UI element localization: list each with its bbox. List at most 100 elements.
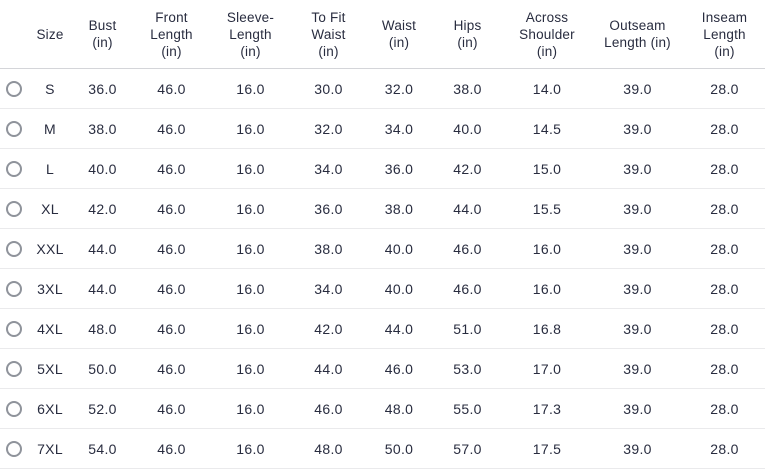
measurement-value: 40.0 — [384, 240, 414, 257]
measurement-value: 55.0 — [453, 400, 482, 417]
table-header-row: Size Bust (in) Front Length (in) Sleeve-… — [0, 0, 765, 69]
measurement-value: 14.5 — [532, 120, 562, 137]
measurement-value: 54.0 — [88, 440, 117, 457]
table-row: 3XL 44.0 46.0 16.0 34.0 40.0 46.0 16.0 39.0 28.0 — [0, 269, 765, 309]
measurement-value: 46.0 — [157, 80, 186, 97]
size-label: 5XL — [37, 360, 63, 377]
size-radio[interactable] — [6, 400, 22, 417]
measurement-value: 30.0 — [314, 80, 343, 97]
measurement-value: 46.0 — [157, 360, 186, 377]
measurement-value: 40.0 — [453, 120, 482, 137]
measurement-value: 32.0 — [314, 120, 343, 137]
measurement-value: 16.0 — [236, 120, 265, 137]
column-header-waist: Waist (in) — [381, 18, 417, 50]
measurement-value: 36.0 — [384, 160, 414, 177]
measurement-value: 42.0 — [88, 200, 117, 217]
measurement-value: 50.0 — [384, 440, 414, 457]
column-header-hips: Hips (in) — [453, 18, 482, 50]
size-label: XL — [41, 200, 59, 217]
measurement-value: 44.0 — [88, 280, 117, 297]
measurement-value: 16.8 — [532, 320, 562, 337]
table-row: L 40.0 46.0 16.0 34.0 36.0 42.0 15.0 39.0 28.0 — [0, 149, 765, 189]
measurement-value: 42.0 — [453, 160, 482, 177]
column-header-outseam-length: Outseam Length (in) — [604, 18, 671, 50]
size-radio[interactable] — [6, 200, 22, 217]
measurement-value: 38.0 — [88, 120, 117, 137]
measurement-value: 44.0 — [314, 360, 343, 377]
measurement-value: 28.0 — [710, 160, 739, 177]
measurement-value: 28.0 — [710, 240, 739, 257]
measurement-value: 39.0 — [623, 240, 652, 257]
measurement-value: 46.0 — [157, 160, 186, 177]
measurement-value: 16.0 — [236, 80, 265, 97]
measurement-value: 52.0 — [88, 400, 117, 417]
size-radio[interactable] — [6, 120, 22, 137]
measurement-value: 16.0 — [236, 280, 265, 297]
column-header-front-length: Front Length (in) — [150, 9, 193, 59]
radio-cell — [0, 360, 28, 377]
measurement-value: 16.0 — [236, 360, 265, 377]
radio-cell — [0, 240, 28, 257]
column-header-bust: Bust (in) — [88, 18, 117, 50]
measurement-value: 40.0 — [88, 160, 117, 177]
size-label: 7XL — [37, 440, 63, 457]
measurement-value: 46.0 — [453, 280, 482, 297]
measurement-value: 17.0 — [532, 360, 562, 377]
measurement-value: 15.5 — [532, 200, 562, 217]
size-radio[interactable] — [6, 160, 22, 177]
size-label: XXL — [36, 240, 64, 257]
size-radio[interactable] — [6, 240, 22, 257]
size-label: L — [45, 160, 55, 177]
size-label: S — [45, 80, 55, 97]
measurement-value: 48.0 — [314, 440, 343, 457]
measurement-value: 38.0 — [384, 200, 414, 217]
measurement-value: 46.0 — [157, 240, 186, 257]
table-row: 7XL 54.0 46.0 16.0 48.0 50.0 57.0 17.5 39.0 28.0 — [0, 429, 765, 469]
size-label: 4XL — [37, 320, 63, 337]
measurement-value: 38.0 — [314, 240, 343, 257]
measurement-value: 44.0 — [384, 320, 414, 337]
size-radio[interactable] — [6, 280, 22, 297]
measurement-value: 46.0 — [157, 280, 186, 297]
radio-cell — [0, 80, 28, 97]
column-header-size: Size — [36, 26, 64, 42]
measurement-value: 44.0 — [88, 240, 117, 257]
size-label: 3XL — [37, 280, 63, 297]
measurement-value: 48.0 — [88, 320, 117, 337]
size-label: M — [44, 120, 56, 137]
table-row: 6XL 52.0 46.0 16.0 46.0 48.0 55.0 17.3 39.0 28.0 — [0, 389, 765, 429]
measurement-value: 39.0 — [623, 80, 652, 97]
column-header-sleeve-length: Sleeve- Length (in) — [226, 9, 275, 59]
measurement-value: 17.3 — [532, 400, 562, 417]
measurement-value: 46.0 — [157, 200, 186, 217]
radio-cell — [0, 280, 28, 297]
measurement-value: 39.0 — [623, 400, 652, 417]
measurement-value: 36.0 — [88, 80, 117, 97]
measurement-value: 16.0 — [236, 320, 265, 337]
measurement-value: 39.0 — [623, 440, 652, 457]
table-row: XXL 44.0 46.0 16.0 38.0 40.0 46.0 16.0 39.0 28.0 — [0, 229, 765, 269]
measurement-value: 16.0 — [236, 440, 265, 457]
size-radio[interactable] — [6, 80, 22, 97]
table-row: XL 42.0 46.0 16.0 36.0 38.0 44.0 15.5 39.0 28.0 — [0, 189, 765, 229]
radio-cell — [0, 200, 28, 217]
measurement-value: 53.0 — [453, 360, 482, 377]
measurement-value: 28.0 — [710, 80, 739, 97]
measurement-value: 28.0 — [710, 440, 739, 457]
measurement-value: 14.0 — [532, 80, 562, 97]
measurement-value: 46.0 — [384, 360, 414, 377]
measurement-value: 46.0 — [157, 400, 186, 417]
table-row: M 38.0 46.0 16.0 32.0 34.0 40.0 14.5 39.0 28.0 — [0, 109, 765, 149]
size-radio[interactable] — [6, 360, 22, 377]
measurement-value: 39.0 — [623, 160, 652, 177]
measurement-value: 50.0 — [88, 360, 117, 377]
measurement-value: 34.0 — [314, 280, 343, 297]
measurement-value: 34.0 — [384, 120, 414, 137]
measurement-value: 16.0 — [236, 240, 265, 257]
size-label: 6XL — [37, 400, 63, 417]
size-radio[interactable] — [6, 320, 22, 337]
size-radio[interactable] — [6, 440, 22, 457]
measurement-value: 40.0 — [384, 280, 414, 297]
measurement-value: 39.0 — [623, 120, 652, 137]
